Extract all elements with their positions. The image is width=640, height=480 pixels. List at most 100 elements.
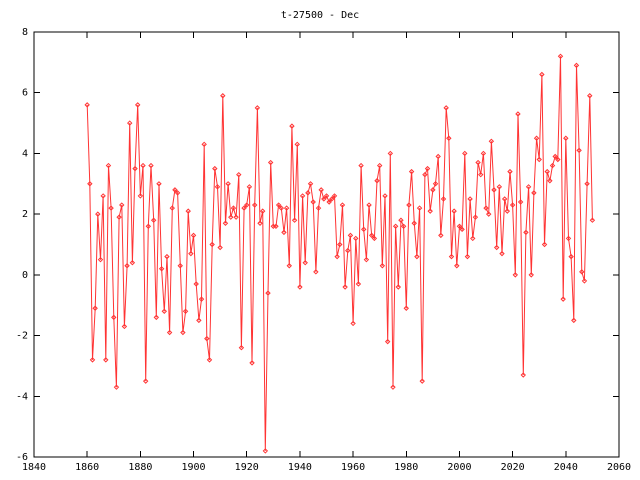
point [140,162,146,169]
point [424,165,431,172]
point [368,232,375,239]
point [323,193,330,199]
point [478,171,484,178]
point [579,269,585,275]
point [145,223,152,229]
point [124,263,130,269]
point [440,196,447,202]
point [286,263,292,269]
point [305,190,311,196]
point [459,226,465,233]
point [533,135,540,141]
point [129,260,136,266]
point [408,168,415,175]
point [220,93,226,99]
point [501,196,508,202]
point [291,217,298,223]
point [241,205,247,211]
point [228,214,234,220]
point [310,199,316,205]
point [549,162,556,169]
point [451,208,457,214]
point [531,190,537,196]
point [456,223,463,229]
y-tick-label: -4 [16,391,28,402]
point [339,202,346,208]
point [278,205,285,211]
point [560,296,566,302]
point [297,284,303,290]
point [198,296,205,302]
point [337,241,343,248]
point [257,220,263,226]
point [573,62,580,69]
point [212,165,218,172]
chart-title: t-27500 - Dec [281,10,359,21]
point [251,202,258,208]
point [419,378,425,384]
point [422,171,428,178]
point [414,253,420,260]
x-tick-label: 1940 [288,462,312,473]
point [254,105,261,111]
point [496,184,503,190]
point [376,162,383,169]
point [541,241,548,248]
point [446,135,452,141]
point [387,150,394,157]
point [188,250,194,257]
point [249,360,255,366]
point [390,384,396,390]
point [238,345,245,351]
point [552,153,558,160]
point [326,199,332,205]
point [132,165,138,172]
point [539,71,545,78]
point [209,241,215,248]
point [475,159,481,166]
point [504,208,511,214]
point [448,253,455,260]
point [262,448,269,454]
plot-border [33,31,620,458]
point [294,141,300,148]
point [536,156,542,163]
point [427,208,433,214]
point [318,187,324,193]
point [222,220,229,226]
point [182,308,189,314]
point [206,357,213,363]
point [185,208,191,214]
point [403,305,409,311]
point [150,217,157,223]
point [411,220,417,226]
x-tick-label: 2060 [607,462,631,473]
x-tick-label: 1920 [235,462,259,473]
point [299,193,306,199]
point [512,272,519,278]
point [345,247,351,254]
x-tick-label: 1900 [181,462,205,473]
point [177,263,183,269]
point [134,102,141,108]
point [119,202,125,208]
x-tick-label: 1880 [128,462,152,473]
point [100,193,106,199]
point [329,196,335,202]
point [156,181,162,187]
point [507,168,513,175]
point [161,308,168,314]
point [127,120,133,126]
y-tick-label: -2 [16,331,28,342]
point [273,223,279,229]
point [108,205,114,211]
point [289,123,295,129]
point [576,147,582,154]
point [517,199,524,205]
point [275,202,282,208]
point [400,223,407,229]
point [406,202,412,208]
point [485,211,492,217]
point [105,162,112,169]
x-tick-label: 1840 [22,462,46,473]
